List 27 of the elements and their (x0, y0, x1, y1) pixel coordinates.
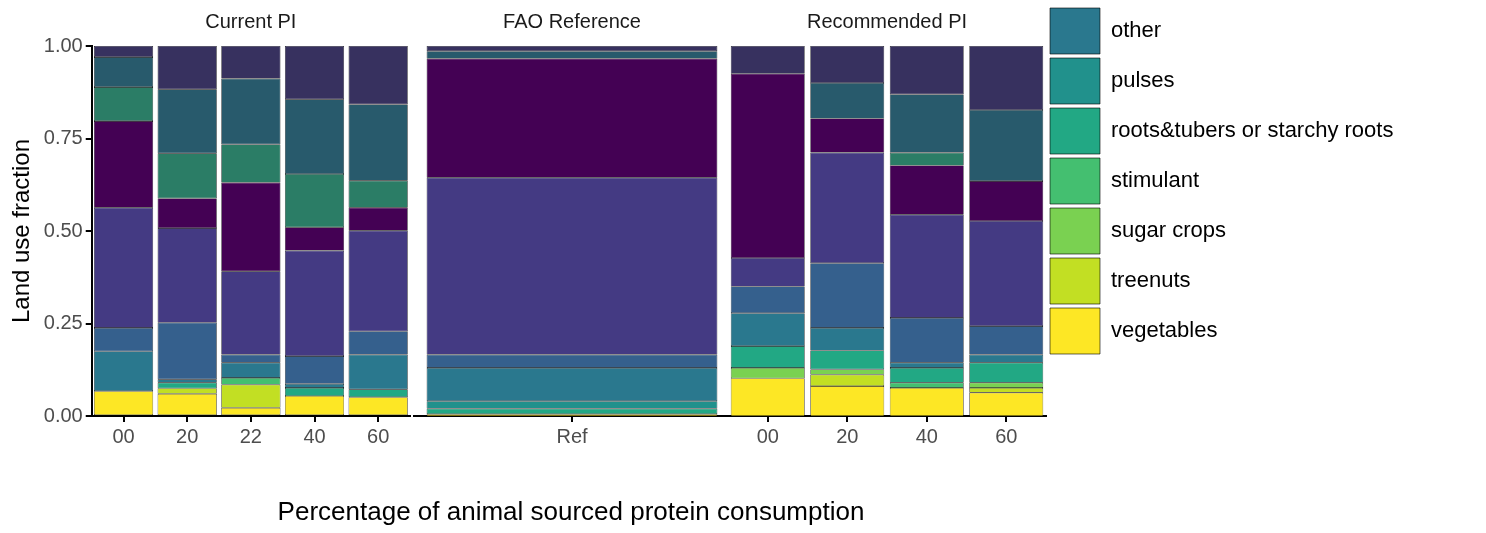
chart-title: Recommended PI (806, 9, 968, 32)
x-tick-label: 22 (239, 424, 262, 447)
legend-label: other (1111, 17, 1162, 43)
legend-label: roots&tubers or starchy roots (1111, 117, 1394, 143)
x-tick-label: Ref (556, 424, 588, 447)
legend-label: stimulant (1111, 167, 1200, 193)
y-tick-label: 0.50 (43, 218, 83, 241)
y-axis-title: Land use fraction (7, 138, 35, 324)
chart-title: Current PI (205, 9, 297, 32)
x-tick-label: 20 (176, 424, 199, 447)
y-tick-label: 0.75 (43, 126, 83, 149)
legend-label: sugar crops (1111, 217, 1226, 243)
legend-label: pulses (1111, 67, 1175, 93)
x-axis-title: Percentage of animal sourced protein consumption (277, 496, 865, 527)
x-tick-label: 20 (836, 424, 859, 447)
x-tick-label: 00 (112, 424, 135, 447)
x-tick-label: 40 (915, 424, 938, 447)
legend-label: vegetables (1111, 317, 1218, 343)
x-tick-label: 60 (995, 424, 1018, 447)
x-tick-label: 40 (303, 424, 326, 447)
x-tick-label: 60 (367, 424, 390, 447)
legend-label: treenuts (1111, 267, 1191, 293)
y-tick-label: 0.25 (43, 311, 83, 334)
chart-title: FAO Reference (503, 9, 641, 32)
y-tick-label: 0.00 (43, 403, 83, 426)
y-tick-label: 1.00 (43, 33, 83, 56)
x-tick-label: 00 (756, 424, 779, 447)
